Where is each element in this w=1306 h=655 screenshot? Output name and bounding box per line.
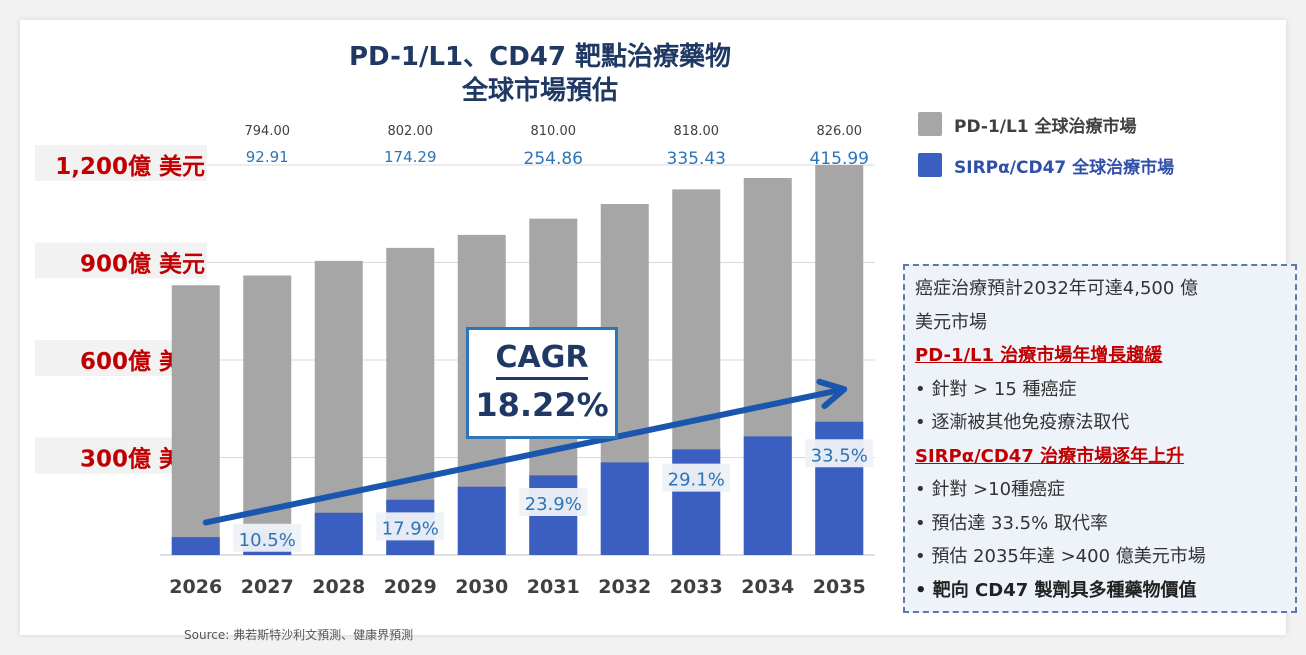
notes-cd47-item-4: • 靶向 CD47 製劑具多種藥物價值 [915,579,1197,601]
x-tick-label-2031: 2031 [527,576,580,598]
share-label-2027: 10.5% [239,530,296,551]
label-pd1-2029: 802.00 [388,124,434,139]
legend-swatch-cd47 [918,153,942,177]
bar-cd47-2026 [171,537,220,555]
chart-card: 300億 美元 600億 美元 900億 美元 1,200億 美元 2026 2027 20… [20,20,1297,642]
share-label-bg-2031 [519,488,588,516]
cagr-label: CAGR [495,340,589,380]
x-tick-label-2028: 2028 [312,576,365,598]
bar-cd47-2034 [743,436,792,555]
notes-pd1-item-2: • 逐漸被其他免疫療法取代 [915,412,1130,433]
y-tick-bg-2 [35,242,207,279]
bar-pd1-2028 [314,260,363,555]
x-tick-label-2034: 2034 [741,576,794,598]
x-tick-label-2027: 2027 [241,576,294,598]
notes-intro-2: 美元市場 [915,311,987,333]
legend-item-pd1: PD-1/L1 全球治療市場 [918,110,1137,138]
label-cd47-2027: 92.91 [246,148,289,166]
label-cd47-2031: 254.86 [524,149,583,169]
notes-pd1-heading: PD-1/L1 治療市場年增長趨緩 [915,345,1163,366]
share-label-bg-2035 [805,439,874,468]
x-tick-label-2032: 2032 [598,576,651,598]
legend-label-pd1: PD-1/L1 全球治療市場 [954,116,1137,137]
share-label-bg-2033 [662,463,731,492]
x-tick-label-2033: 2033 [670,576,723,598]
x-tick-label-2030: 2030 [455,576,508,598]
label-cd47-2033: 335.43 [667,149,726,169]
notes-box: 癌症治療預計2032年可達4,500 億 美元市場 PD-1/L1 治療市場年增… [903,264,1297,613]
x-tick-label-2029: 2029 [384,576,437,598]
y-tick-label-2: 900億 美元 [80,251,205,278]
x-tick-label-2026: 2026 [169,576,222,598]
legend-swatch-pd1 [918,112,942,136]
bar-cd47-2032 [600,462,649,555]
chart-title: PD-1/L1、CD47 靶點治療藥物 [348,42,732,72]
y-tick-label-3: 1,200億 美元 [55,153,205,180]
notes-pd1-item-1: • 針對 > 15 種癌症 [915,378,1077,400]
legend-label-cd47: SIRPα/CD47 全球治療市場 [954,157,1175,178]
label-cd47-2035: 415.99 [810,149,869,169]
label-pd1-2027: 794.00 [245,124,291,139]
bar-cd47-2030 [457,486,506,555]
bar-pd1-2026 [171,285,220,555]
trend-arrow-head [816,378,848,410]
label-pd1-2035: 826.00 [817,124,863,139]
cagr-value: 18.22% [475,386,609,424]
source-note: Source: 弗若斯特沙利文預測、健康界預測 [184,628,414,642]
cagr-box: CAGR 18.22% [466,327,618,439]
share-label-bg-2027 [233,523,302,552]
notes-cd47-item-2: • 預估達 33.5% 取代率 [915,512,1108,534]
label-cd47-2029: 174.29 [384,148,437,166]
share-label-2033: 29.1% [668,470,725,491]
chart-subtitle: 全球市場預估 [461,76,618,106]
trend-arrow-shaft [202,387,842,526]
notes-cd47-heading: SIRPα/CD47 治療市場逐年上升 [915,445,1185,467]
label-pd1-2033: 818.00 [674,124,720,139]
bar-cd47-2028 [314,512,363,555]
notes-cd47-item-1: • 針對 >10種癌症 [915,479,1066,500]
share-label-2029: 17.9% [382,518,439,539]
share-label-bg-2029 [376,512,445,541]
x-tick-label-2035: 2035 [813,576,866,598]
share-label-2031: 23.9% [525,494,582,515]
label-pd1-2031: 810.00 [531,124,577,139]
share-label-2035: 33.5% [811,445,868,466]
legend-item-cd47: SIRPα/CD47 全球治療市場 [918,151,1174,179]
notes-intro-1: 癌症治療預計2032年可達4,500 億 [915,278,1199,299]
y-tick-bg-3 [35,145,207,181]
notes-cd47-item-3: • 預估 2035年達 >400 億美元市場 [915,546,1206,567]
